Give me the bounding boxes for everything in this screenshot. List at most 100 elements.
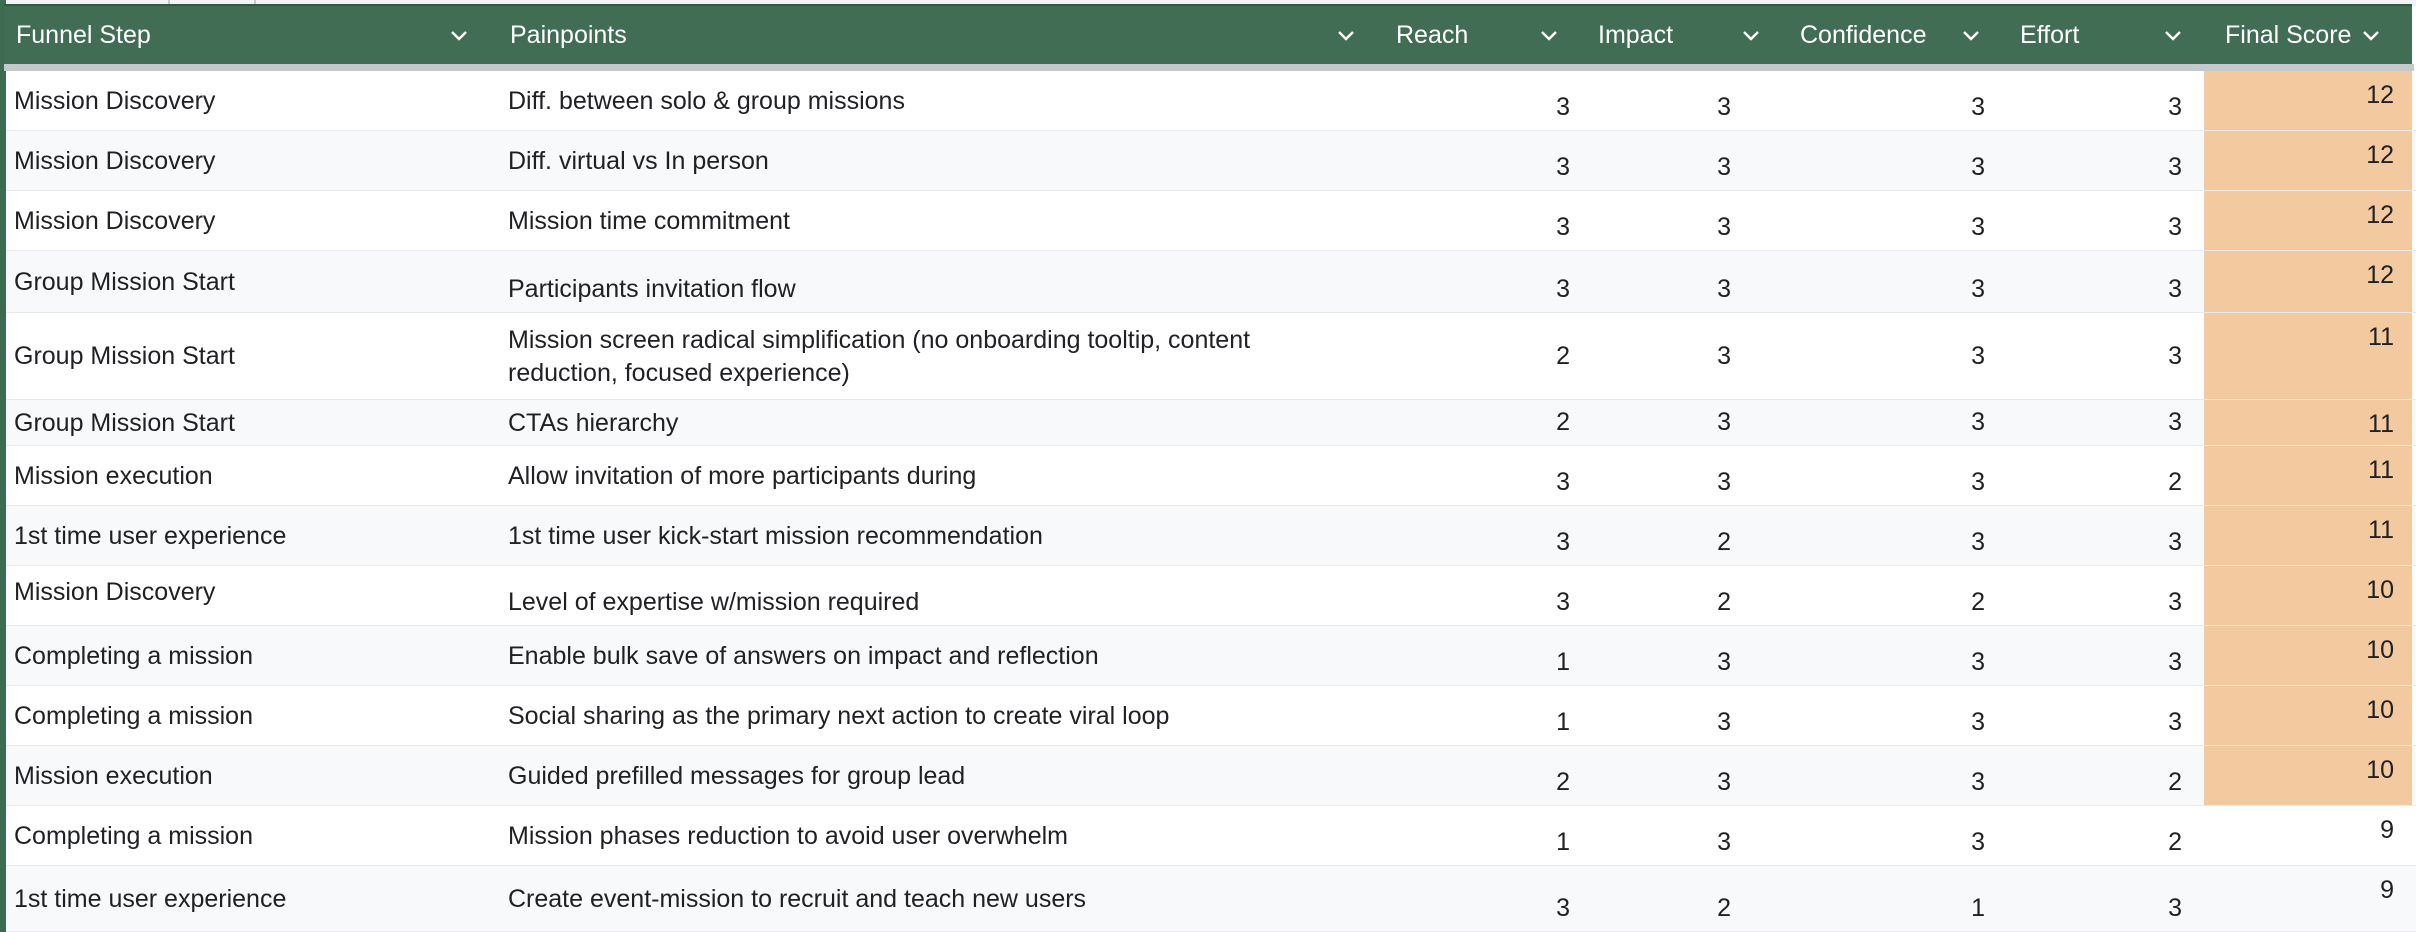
cell-reach[interactable]: 2 (1556, 408, 1570, 436)
cell-impact[interactable]: 3 (1717, 342, 1731, 370)
cell-reach[interactable]: 3 (1556, 93, 1570, 121)
cell-final-score[interactable]: 11 (2204, 313, 2412, 400)
cell-funnel-step[interactable]: Mission Discovery (14, 146, 216, 175)
cell-reach[interactable]: 1 (1556, 828, 1570, 856)
cell-reach[interactable]: 3 (1556, 894, 1570, 922)
chevron-down-icon[interactable] (1740, 24, 1762, 46)
cell-impact[interactable]: 2 (1717, 894, 1731, 922)
cell-funnel-step[interactable]: Completing a mission (14, 821, 253, 850)
column-header-score[interactable]: Final Score (2225, 6, 2390, 64)
column-header-confidence[interactable]: Confidence (1800, 6, 1990, 64)
cell-confidence[interactable]: 3 (1971, 408, 1985, 436)
cell-reach[interactable]: 2 (1556, 342, 1570, 370)
chevron-down-icon[interactable] (2360, 24, 2382, 46)
cell-reach[interactable]: 3 (1556, 153, 1570, 181)
cell-painpoint[interactable]: CTAs hierarchy (508, 408, 679, 437)
cell-impact[interactable]: 2 (1717, 588, 1731, 616)
cell-funnel-step[interactable]: Mission Discovery (14, 578, 216, 606)
cell-funnel-step[interactable]: Completing a mission (14, 641, 253, 670)
cell-funnel-step[interactable]: 1st time user experience (14, 884, 287, 913)
cell-final-score[interactable]: 12 (2204, 191, 2412, 251)
cell-painpoint[interactable]: Diff. between solo & group missions (508, 86, 905, 115)
cell-final-score[interactable]: 10 (2204, 626, 2412, 686)
cell-effort[interactable]: 2 (2168, 768, 2182, 796)
cell-effort[interactable]: 2 (2168, 468, 2182, 496)
cell-final-score[interactable]: 9 (2380, 816, 2394, 844)
cell-final-score[interactable]: 11 (2204, 446, 2412, 506)
cell-reach[interactable]: 3 (1556, 468, 1570, 496)
cell-painpoint[interactable]: Enable bulk save of answers on impact an… (508, 641, 1099, 670)
cell-effort[interactable]: 3 (2168, 213, 2182, 241)
cell-impact[interactable]: 3 (1717, 93, 1731, 121)
cell-effort[interactable]: 3 (2168, 894, 2182, 922)
cell-final-score[interactable]: 11 (2204, 400, 2412, 446)
cell-painpoint[interactable]: Social sharing as the primary next actio… (508, 701, 1170, 730)
cell-effort[interactable]: 3 (2168, 408, 2182, 436)
cell-impact[interactable]: 3 (1717, 213, 1731, 241)
cell-painpoint[interactable]: Level of expertise w/mission required (508, 588, 920, 616)
cell-reach[interactable]: 3 (1556, 275, 1570, 303)
cell-effort[interactable]: 2 (2168, 828, 2182, 856)
cell-final-score[interactable]: 9 (2380, 876, 2394, 904)
cell-painpoint[interactable]: Guided prefilled messages for group lead (508, 761, 966, 790)
cell-reach[interactable]: 1 (1556, 648, 1570, 676)
cell-confidence[interactable]: 3 (1971, 528, 1985, 556)
cell-painpoint[interactable]: Create event-mission to recruit and teac… (508, 884, 1087, 913)
column-header-impact[interactable]: Impact (1598, 6, 1770, 64)
cell-funnel-step[interactable]: Mission execution (14, 461, 213, 490)
cell-impact[interactable]: 3 (1717, 768, 1731, 796)
cell-reach[interactable]: 2 (1556, 768, 1570, 796)
cell-painpoint[interactable]: Allow invitation of more participants du… (508, 461, 977, 490)
cell-effort[interactable]: 3 (2168, 342, 2182, 370)
cell-funnel-step[interactable]: Mission Discovery (14, 86, 216, 115)
cell-confidence[interactable]: 3 (1971, 768, 1985, 796)
cell-funnel-step[interactable]: Group Mission Start (14, 408, 235, 437)
cell-confidence[interactable]: 3 (1971, 153, 1985, 181)
cell-final-score[interactable]: 11 (2204, 506, 2412, 566)
cell-impact[interactable]: 2 (1717, 528, 1731, 556)
cell-confidence[interactable]: 3 (1971, 648, 1985, 676)
cell-reach[interactable]: 3 (1556, 213, 1570, 241)
cell-painpoint[interactable]: Mission screen radical simplification (n… (508, 325, 1251, 387)
column-header-effort[interactable]: Effort (2020, 6, 2192, 64)
cell-impact[interactable]: 3 (1717, 153, 1731, 181)
cell-final-score[interactable]: 12 (2204, 131, 2412, 191)
cell-painpoint[interactable]: Mission time commitment (508, 206, 790, 235)
cell-impact[interactable]: 3 (1717, 648, 1731, 676)
cell-impact[interactable]: 3 (1717, 828, 1731, 856)
chevron-down-icon[interactable] (2162, 24, 2184, 46)
chevron-down-icon[interactable] (1335, 24, 1357, 46)
cell-effort[interactable]: 3 (2168, 588, 2182, 616)
cell-effort[interactable]: 3 (2168, 528, 2182, 556)
cell-confidence[interactable]: 2 (1971, 588, 1985, 616)
chevron-down-icon[interactable] (1960, 24, 1982, 46)
column-header-painpoint[interactable]: Painpoints (510, 6, 1365, 64)
cell-impact[interactable]: 3 (1717, 275, 1731, 303)
cell-final-score[interactable]: 10 (2204, 746, 2412, 806)
cell-final-score[interactable]: 10 (2204, 566, 2412, 626)
cell-confidence[interactable]: 3 (1971, 828, 1985, 856)
cell-confidence[interactable]: 3 (1971, 468, 1985, 496)
chevron-down-icon[interactable] (448, 24, 470, 46)
cell-painpoint[interactable]: Participants invitation flow (508, 275, 796, 303)
cell-funnel-step[interactable]: Group Mission Start (14, 342, 235, 370)
cell-impact[interactable]: 3 (1717, 468, 1731, 496)
cell-confidence[interactable]: 1 (1971, 894, 1985, 922)
cell-funnel-step[interactable]: Group Mission Start (14, 267, 235, 296)
cell-reach[interactable]: 1 (1556, 708, 1570, 736)
cell-painpoint[interactable]: Mission phases reduction to avoid user o… (508, 821, 1068, 850)
column-header-step[interactable]: Funnel Step (16, 6, 478, 64)
cell-final-score[interactable]: 10 (2204, 686, 2412, 746)
cell-funnel-step[interactable]: 1st time user experience (14, 521, 287, 550)
cell-confidence[interactable]: 3 (1971, 342, 1985, 370)
cell-final-score[interactable]: 12 (2204, 251, 2412, 313)
cell-funnel-step[interactable]: Completing a mission (14, 701, 253, 730)
cell-effort[interactable]: 3 (2168, 648, 2182, 676)
cell-reach[interactable]: 3 (1556, 588, 1570, 616)
cell-painpoint[interactable]: 1st time user kick-start mission recomme… (508, 521, 1043, 550)
cell-effort[interactable]: 3 (2168, 153, 2182, 181)
cell-effort[interactable]: 3 (2168, 93, 2182, 121)
cell-painpoint[interactable]: Diff. virtual vs In person (508, 146, 769, 175)
cell-effort[interactable]: 3 (2168, 708, 2182, 736)
cell-confidence[interactable]: 3 (1971, 93, 1985, 121)
